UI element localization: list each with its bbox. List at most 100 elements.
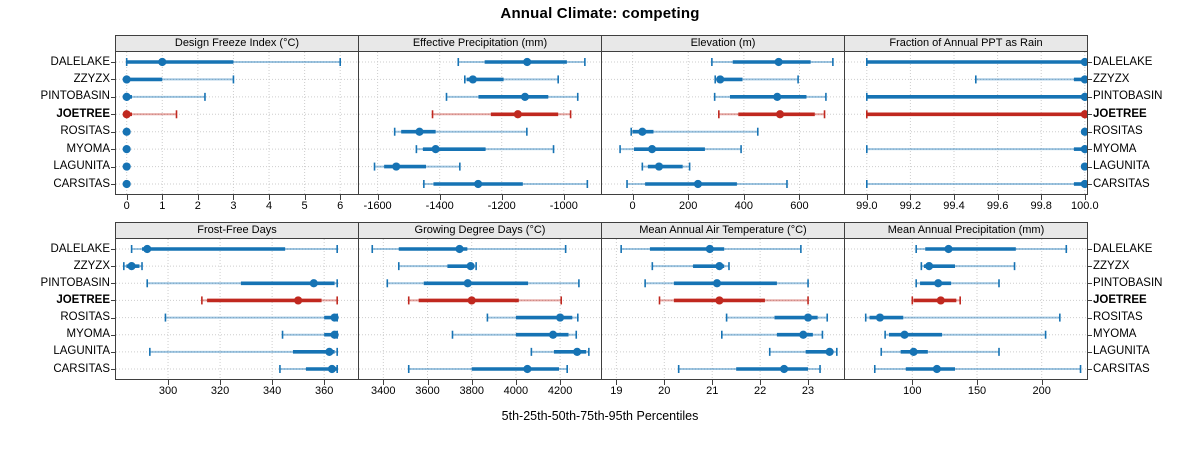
axis-tick: [563, 195, 565, 200]
axis-tick: [997, 195, 999, 200]
site-row-tick: [111, 149, 115, 151]
panel-mean-annual-precipitation-mm: Mean Annual Precipitation (mm): [844, 222, 1088, 380]
site-label-zzyzx: ZZYZX: [73, 72, 110, 85]
axis-tick-label: 200: [679, 200, 698, 212]
axis-tick: [712, 380, 714, 385]
panel-x-axis: 100 150 200: [845, 380, 1087, 400]
percentile-row-pintobasin: [445, 92, 579, 101]
site-label-pintobasin: PINTOBASIN: [1093, 90, 1163, 103]
axis-tick-label: -1400: [425, 200, 454, 212]
percentile-row-myoma: [415, 145, 555, 154]
panel-strip: Mean Annual Precipitation (mm): [845, 223, 1087, 239]
axis-tick: [760, 380, 762, 385]
site-label-rositas: ROSITAS: [1093, 125, 1143, 138]
percentile-row-joetree: [911, 296, 961, 305]
axis-tick-label: 22: [754, 385, 767, 397]
site-label-carsitas: CARSITAS: [1093, 362, 1150, 375]
site-row-tick: [1088, 369, 1092, 370]
panel-x-axis: 300 320 340 360: [116, 380, 358, 400]
site-row-tick: [111, 317, 115, 319]
axis-tick: [799, 195, 801, 200]
axis-tick-label: 99.4: [943, 200, 965, 212]
percentile-row-lagunita: [122, 162, 131, 171]
percentile-row-zzyzx: [714, 75, 799, 84]
site-row-tick: [111, 334, 115, 336]
site-label-joetree: JOETREE: [56, 107, 110, 120]
panel-elevation-m: Elevation (m): [601, 35, 845, 195]
site-label-rositas: ROSITAS: [1093, 311, 1143, 324]
axis-tick: [427, 380, 429, 385]
panel-plot: [602, 239, 844, 379]
site-label-pintobasin: PINTOBASIN: [40, 90, 110, 103]
panel-mean-annual-air-temperature-c: Mean Annual Air Temperature (°C): [601, 222, 845, 380]
axis-tick-label: -1200: [487, 200, 516, 212]
site-row-tick: [111, 249, 115, 250]
axis-tick: [632, 195, 634, 200]
axis-tick-label: 1: [159, 200, 166, 212]
axis-tick: [383, 380, 385, 385]
axis-tick: [910, 195, 912, 200]
axis-tick: [912, 380, 914, 385]
chart-title: Annual Climate: competing: [500, 5, 700, 22]
axis-tick: [866, 195, 868, 200]
site-row-tick: [111, 131, 115, 133]
percentile-row-pintobasin: [146, 279, 338, 288]
site-row-tick: [1088, 184, 1092, 185]
percentile-row-lagunita: [880, 347, 1000, 356]
panel-strip: Mean Annual Air Temperature (°C): [602, 223, 844, 239]
panel-x-axis: 0 1 2 3 4 5 6: [116, 195, 358, 215]
percentile-row-dalelake: [371, 244, 567, 254]
percentile-row-joetree: [866, 110, 1087, 119]
percentile-row-dalelake: [620, 244, 802, 254]
percentile-row-joetree: [201, 296, 338, 305]
site-label-myoma: MYOMA: [66, 142, 110, 155]
axis-tick-label: 600: [790, 200, 809, 212]
site-row-tick: [111, 79, 115, 81]
panel-x-axis: 19 20 21 22 23: [602, 380, 844, 400]
percentile-row-joetree: [658, 296, 809, 305]
panel-x-axis: -1600 -1400 -1200 -1000: [359, 195, 601, 215]
axis-tick-label: 21: [706, 385, 719, 397]
panel-plot: [116, 52, 358, 194]
axis-tick-label: 99.2: [899, 200, 922, 212]
site-label-myoma: MYOMA: [66, 328, 110, 341]
site-row-tick: [1088, 96, 1092, 98]
percentile-row-rositas: [486, 313, 579, 322]
axis-tick: [220, 380, 222, 385]
site-label-carsitas: CARSITAS: [53, 362, 110, 375]
site-row-tick: [1088, 62, 1092, 63]
axis-tick: [515, 380, 517, 385]
axis-tick-label: 200: [1032, 385, 1051, 397]
percentile-row-dalelake: [866, 57, 1087, 67]
site-row-tick: [1088, 334, 1092, 336]
percentile-row-zzyzx: [975, 75, 1087, 84]
axis-tick-label: 4: [265, 200, 273, 212]
axis-tick-label: 340: [262, 385, 282, 397]
percentile-row-zzyzx: [397, 262, 477, 271]
axis-tick: [272, 380, 274, 385]
axis-tick-label: 100.0: [1071, 200, 1099, 212]
axis-tick-label: 99.0: [856, 200, 878, 212]
panel-strip: Growing Degree Days (°C): [359, 223, 601, 239]
panel-plot: [845, 239, 1087, 379]
axis-tick: [233, 195, 235, 200]
percentile-row-pintobasin: [713, 92, 827, 101]
panel-strip: Elevation (m): [602, 36, 844, 52]
axis-tick-label: 4000: [503, 385, 529, 397]
site-row-tick: [111, 266, 115, 268]
percentile-row-rositas: [122, 127, 131, 136]
site-row-tick: [111, 351, 115, 353]
axis-tick-label: 99.6: [986, 200, 1009, 212]
percentile-row-pintobasin: [866, 92, 1087, 101]
percentile-row-carsitas: [866, 179, 1087, 189]
percentile-row-dalelake: [457, 57, 586, 67]
panel-strip: Fraction of Annual PPT as Rain: [845, 36, 1087, 52]
percentile-row-joetree: [407, 296, 563, 305]
axis-tick: [471, 380, 473, 385]
axis-tick-label: 0: [123, 200, 130, 212]
percentile-row-pintobasin: [386, 279, 580, 288]
site-row-tick: [111, 184, 115, 185]
percentile-row-carsitas: [279, 364, 338, 374]
axis-tick: [1041, 380, 1043, 385]
